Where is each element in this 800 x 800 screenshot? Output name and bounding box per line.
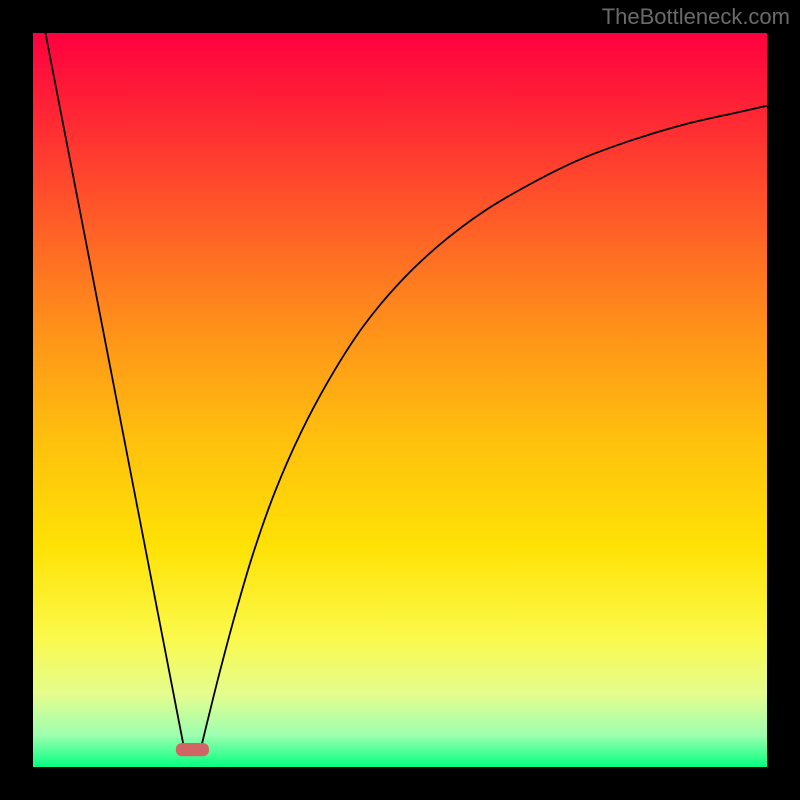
watermark-text: TheBottleneck.com bbox=[602, 4, 790, 30]
chart-container: TheBottleneck.com bbox=[0, 0, 800, 800]
bottleneck-chart bbox=[0, 0, 800, 800]
